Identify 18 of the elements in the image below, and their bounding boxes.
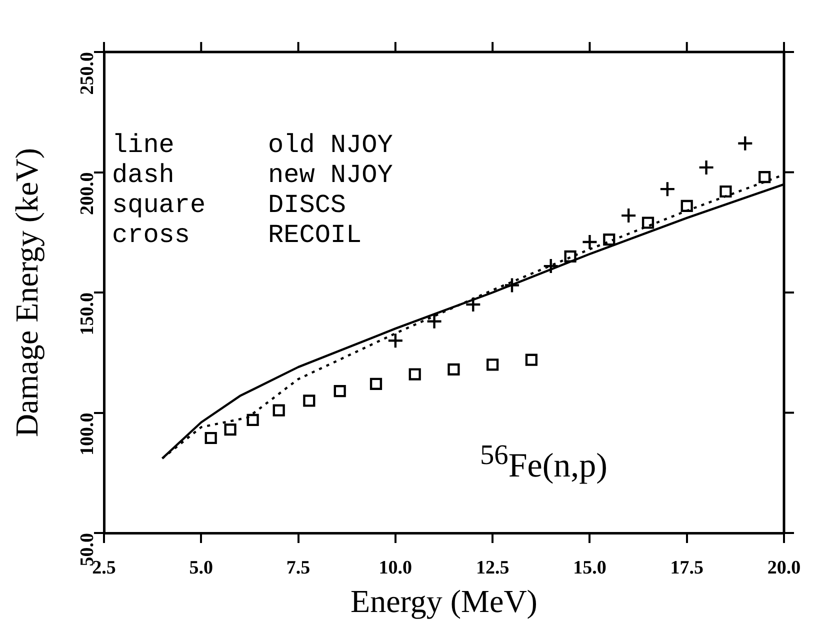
x-tick-label: 12.5 xyxy=(476,557,510,578)
y-axis-title: Damage Energy (keV) xyxy=(8,148,45,438)
annotation: line old NJOY xyxy=(112,130,393,160)
x-tick-label: 17.5 xyxy=(670,557,704,578)
x-axis-title: Energy (MeV) xyxy=(350,583,538,620)
x-tick-label: 20.0 xyxy=(767,557,801,578)
annotation: cross RECOIL xyxy=(112,220,362,250)
annotation: $^{56}$Fe(n,p) xyxy=(480,440,608,486)
y-tick-label: 200.0 xyxy=(76,172,98,215)
y-tick-label: 100.0 xyxy=(76,412,98,456)
y-tick-label: 250.0 xyxy=(76,52,98,95)
x-tick-label: 5.0 xyxy=(189,557,214,578)
x-tick-label: 15.0 xyxy=(573,557,606,578)
x-tick-label: 7.5 xyxy=(286,557,310,578)
x-tick-label: 10.0 xyxy=(378,557,412,578)
y-tick-label: 150.0 xyxy=(76,292,98,336)
annotation: dash new NJOY xyxy=(112,160,393,190)
annotation: square DISCS xyxy=(112,190,346,220)
